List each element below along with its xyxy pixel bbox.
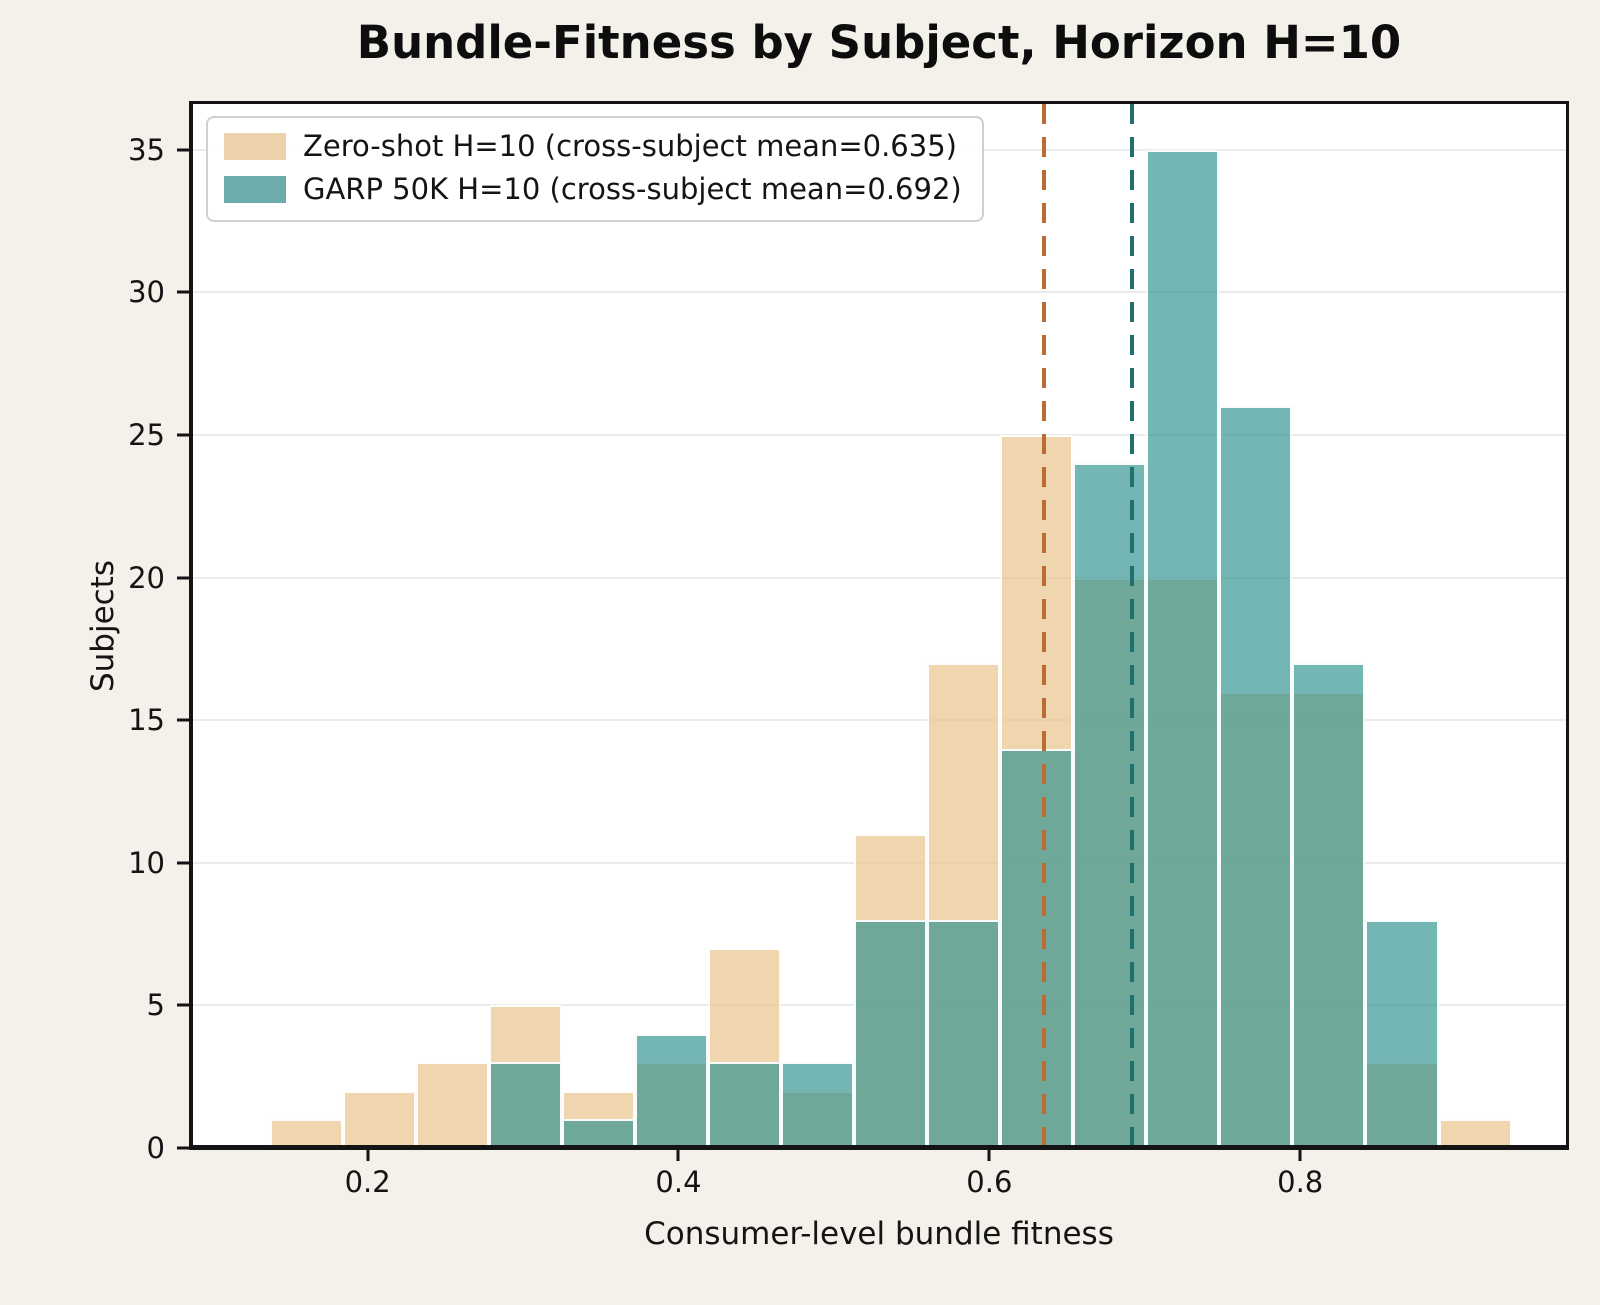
x-tick-label-0.4: 0.4 [655, 1165, 702, 1199]
bar-garp-50k-bin-11 [1000, 748, 1074, 1148]
mean-line-zero-shot [1041, 104, 1046, 1148]
histogram-bars-layer [192, 104, 1566, 1148]
bar-zero-shot-bin-3 [415, 1062, 489, 1148]
y-tick-15 [177, 718, 189, 722]
bar-garp-50k-bin-7 [708, 1062, 782, 1148]
y-tick-marks [0, 104, 189, 1150]
x-tick-label-0.6: 0.6 [966, 1165, 1013, 1199]
legend-entry-garp-50k: GARP 50K H=10 (cross-subject mean=0.692) [224, 172, 962, 207]
plot-area: Zero-shot H=10 (cross-subject mean=0.635… [192, 104, 1566, 1148]
bar-garp-50k-bin-12 [1073, 463, 1147, 1148]
legend-label-garp-50k: GARP 50K H=10 (cross-subject mean=0.692) [303, 171, 962, 206]
x-tick-0.6 [987, 1149, 991, 1161]
y-tick-label-20: 20 [128, 560, 165, 595]
gridline-y-30 [192, 291, 1566, 294]
bar-garp-50k-bin-6 [634, 1033, 709, 1148]
y-tick-label-10: 10 [128, 845, 165, 880]
gridline-y-25 [192, 433, 1566, 436]
y-tick-label-30: 30 [128, 275, 165, 310]
chart-title: Bundle-Fitness by Subject, Horizon H=10 [356, 16, 1402, 69]
bar-garp-50k-bin-4 [488, 1062, 562, 1148]
legend-swatch-garp-50k-icon [224, 175, 286, 203]
bar-garp-50k-bin-15 [1292, 663, 1366, 1148]
x-tick-0.2 [366, 1149, 370, 1161]
y-tick-0 [177, 1146, 189, 1150]
y-tick-30 [177, 290, 189, 294]
y-tick-25 [177, 433, 189, 437]
y-tick-35 [177, 148, 189, 152]
gridline-y-15 [192, 719, 1566, 722]
x-tick-0.8 [1298, 1149, 1302, 1161]
x-tick-label-0.8: 0.8 [1277, 1165, 1324, 1199]
legend-label-zero-shot: Zero-shot H=10 (cross-subject mean=0.635… [303, 129, 957, 163]
y-tick-10 [177, 861, 189, 865]
bar-garp-50k-bin-16 [1365, 919, 1439, 1148]
y-tick-label-5: 5 [146, 988, 165, 1023]
mean-lines-layer [192, 104, 1566, 1148]
legend: Zero-shot H=10 (cross-subject mean=0.635… [206, 116, 984, 222]
legend-swatch-zero-shot-icon [224, 132, 286, 160]
y-tick-label-35: 35 [128, 132, 165, 167]
gridline-y-20 [192, 576, 1566, 579]
y-tick-label-25: 25 [128, 417, 165, 452]
bar-zero-shot-bin-2 [342, 1090, 416, 1148]
legend-entry-zero-shot: Zero-shot H=10 (cross-subject mean=0.635… [224, 129, 962, 164]
bar-zero-shot-bin-17 [1438, 1119, 1512, 1148]
bar-garp-50k-bin-5 [561, 1119, 635, 1148]
bar-garp-50k-bin-8 [781, 1062, 855, 1148]
bar-garp-50k-bin-10 [927, 919, 1001, 1148]
x-tick-0.4 [676, 1149, 680, 1161]
x-axis-label: Consumer-level bundle fitness [644, 1216, 1114, 1252]
bar-zero-shot-bin-1 [269, 1119, 343, 1148]
y-tick-5 [177, 1003, 189, 1007]
mean-line-garp-50k [1130, 104, 1135, 1148]
y-tick-label-15: 15 [128, 703, 165, 738]
x-tick-label-0.2: 0.2 [344, 1165, 391, 1199]
bar-garp-50k-bin-14 [1219, 406, 1293, 1148]
y-tick-label-0: 0 [146, 1131, 165, 1165]
bar-garp-50k-bin-9 [854, 919, 928, 1148]
y-tick-labels: 0 5 10 15 20 25 30 35 [0, 104, 189, 1165]
bar-garp-50k-bin-13 [1146, 149, 1220, 1148]
y-tick-20 [177, 576, 189, 579]
